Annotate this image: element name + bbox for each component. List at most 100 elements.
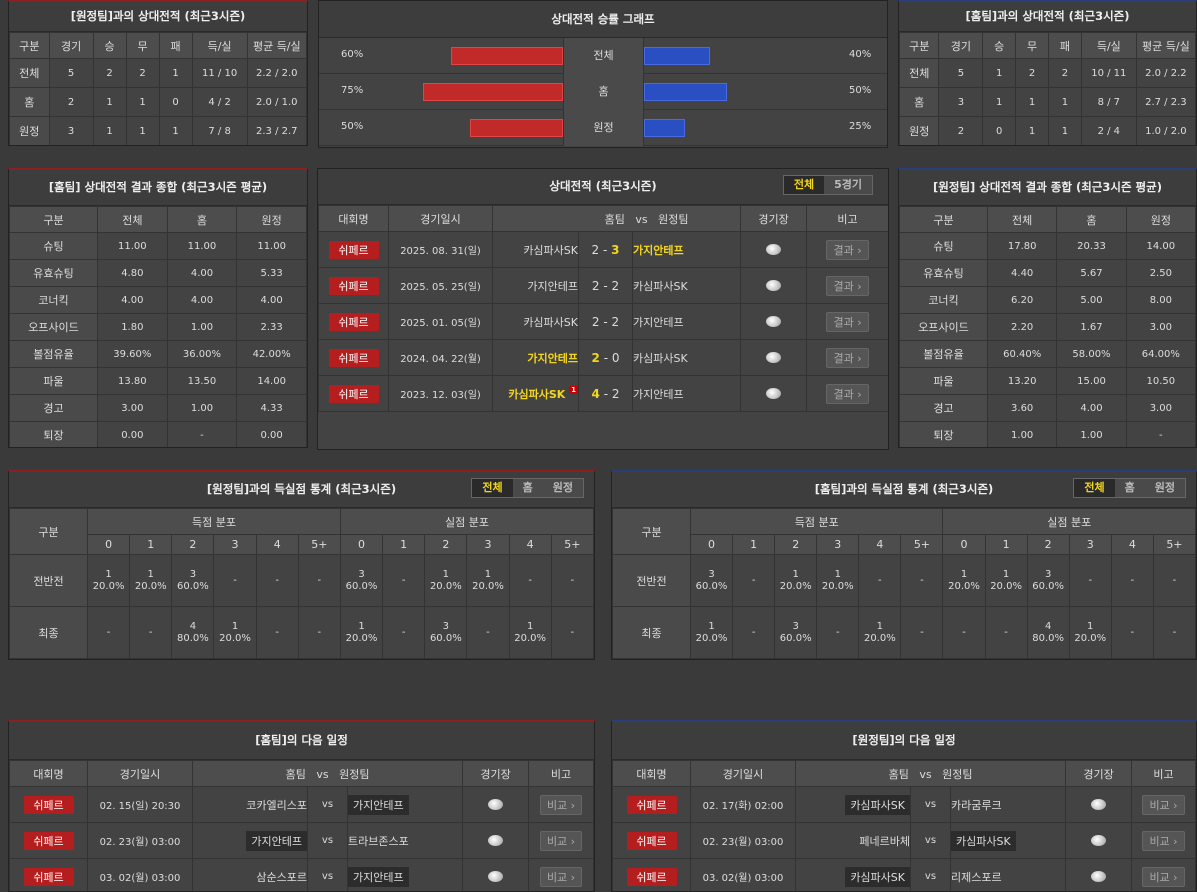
ball-icon[interactable] <box>1091 798 1107 810</box>
away-team: 트라브존스포 <box>346 822 464 859</box>
cell: 코너킥 <box>9 286 98 314</box>
score-cell: 2 - 2 <box>578 303 633 340</box>
col-header: 평균 득/실 <box>246 32 307 59</box>
result-button[interactable]: 결과 › <box>826 311 869 332</box>
tab-all[interactable]: 전체 <box>783 176 825 194</box>
cell: 17.80 <box>986 232 1058 260</box>
cell: 2 <box>938 116 984 145</box>
num-header: 2 <box>171 534 215 555</box>
col-header: 구분 <box>9 206 98 233</box>
cell: 퇴장 <box>899 421 988 447</box>
score-cell: 2 - 2 <box>578 267 633 304</box>
league-badge[interactable]: 쉬페르 <box>328 312 379 331</box>
league-badge[interactable]: 쉬페르 <box>328 276 379 295</box>
vs-cell: vs <box>910 786 951 823</box>
league-badge[interactable]: 쉬페르 <box>328 348 379 367</box>
league-badge[interactable]: 쉬페르 <box>23 795 74 814</box>
league-badge[interactable]: 쉬페르 <box>626 867 677 886</box>
num-header: 3 <box>213 534 257 555</box>
table-row: 볼점유율 60.40% 58.00% 64.00% <box>899 340 1196 368</box>
dist-cell: - <box>732 554 776 607</box>
ball-icon[interactable] <box>488 834 504 846</box>
home-next-panel: [홈팀]의 다음 일정 대회명 경기일시 홈팀 vs 원정팀 경기장 비고 쉬페르 02. … <box>8 720 595 892</box>
table-row: 경고 3.60 4.00 3.00 <box>899 394 1196 422</box>
league-badge[interactable]: 쉬페르 <box>328 384 379 403</box>
tab-all[interactable]: 전체 <box>472 479 513 497</box>
cell: 1.0 / 2.0 <box>1135 116 1196 145</box>
compare-button[interactable]: 비교 › <box>539 830 583 851</box>
ball-icon[interactable] <box>766 351 782 363</box>
ball-icon[interactable] <box>766 387 782 399</box>
table-row: 원정 2 0 1 1 2 / 4 1.0 / 2.0 <box>899 116 1196 145</box>
dist-cell: - <box>508 554 552 607</box>
tab-5-games[interactable]: 5경기 <box>834 178 862 191</box>
panel-title: [원정팀]의 다음 일정 <box>612 722 1196 760</box>
compare-button[interactable]: 비교 › <box>539 866 583 887</box>
cell: 4.40 <box>986 259 1058 287</box>
compare-button[interactable]: 비교 › <box>1142 830 1185 851</box>
cell: 홈 <box>899 87 940 117</box>
dist-cell: 1 20.0% <box>213 606 257 659</box>
tab-all[interactable]: 전체 <box>1074 479 1115 497</box>
compare-button[interactable]: 비교 › <box>1142 794 1185 815</box>
dist-cell: - <box>382 606 426 659</box>
result-button[interactable]: 결과 › <box>826 383 869 404</box>
col-header: 득/실 <box>1080 32 1137 59</box>
dist-cell: 1 20.0% <box>466 554 510 607</box>
col-header: 구분 <box>899 206 988 233</box>
vs-cell: vs <box>307 822 348 859</box>
cell: 11.00 <box>236 232 307 260</box>
cell: 1 <box>158 58 193 88</box>
ball-icon[interactable] <box>1091 870 1107 882</box>
cell: 1 <box>125 87 160 117</box>
league-badge[interactable]: 쉬페르 <box>23 831 74 850</box>
ball-icon[interactable] <box>488 798 504 810</box>
cell: 4.00 <box>1056 394 1127 422</box>
cell: 1 <box>982 87 1017 117</box>
compare-button[interactable]: 비교 › <box>539 794 583 815</box>
away-next-panel: [원정팀]의 다음 일정 대회명 경기일시 홈팀 vs 원정팀 경기장 비고 쉬페르 02.… <box>611 720 1197 892</box>
vs-cell: vs <box>307 786 348 823</box>
cell: 10.50 <box>1125 367 1196 395</box>
h2h-matches-panel: 상대전적 (최근3시즌) 전체 5경기 대회명 경기일시 홈팀 vs 원정팀 경기장 비… <box>317 168 889 450</box>
cell: 오프사이드 <box>9 313 98 341</box>
tab-away[interactable]: 원정 <box>1154 481 1175 494</box>
table-row: 코너킥 6.20 5.00 8.00 <box>899 286 1196 314</box>
ball-icon[interactable] <box>766 243 782 255</box>
compare-button[interactable]: 비교 › <box>1142 866 1185 887</box>
col-header: 경기일시 <box>690 760 796 787</box>
tab-home[interactable]: 홈 <box>522 481 533 494</box>
right-pct: 40% <box>849 49 872 60</box>
home-goals-table: 구분 득점 분포 실점 분포 0 1 2 3 4 5+ 0 1 2 3 4 5+ 전반전 3 60.0% -1 20.… <box>612 508 1196 659</box>
comp-cell: 쉬페르 <box>318 267 389 304</box>
result-button[interactable]: 결과 › <box>826 275 869 296</box>
league-badge[interactable]: 쉬페르 <box>626 795 677 814</box>
ball-icon[interactable] <box>488 870 504 882</box>
table-row: 전체 5 2 2 1 11 / 10 2.2 / 2.0 <box>9 58 307 88</box>
cell: 7 / 8 <box>191 116 248 145</box>
date-cell: 2024. 04. 22(월) <box>388 339 493 376</box>
result-button[interactable]: 결과 › <box>826 347 869 368</box>
tab-home[interactable]: 홈 <box>1124 481 1135 494</box>
note-cell: 비교 › <box>1131 858 1196 891</box>
cell: 1.00 <box>986 421 1058 447</box>
cell: 4.33 <box>236 394 307 422</box>
cell: 0.00 <box>97 421 168 447</box>
cell: 64.00% <box>1125 340 1196 368</box>
result-button[interactable]: 결과 › <box>826 239 869 260</box>
cell: 원정 <box>899 116 940 145</box>
col-header: 경기 <box>48 32 94 59</box>
cell: 2.7 / 2.3 <box>1135 87 1196 117</box>
table-row: 경고 3.00 1.00 4.33 <box>9 394 307 422</box>
cell: 1.00 <box>1056 421 1127 447</box>
league-badge[interactable]: 쉬페르 <box>626 831 677 850</box>
ball-icon[interactable] <box>1091 834 1107 846</box>
venue-cell <box>1065 786 1133 823</box>
league-badge[interactable]: 쉬페르 <box>23 867 74 886</box>
matches-title: 상대전적 (최근3시즌) <box>549 179 657 193</box>
league-badge[interactable]: 쉬페르 <box>328 240 379 259</box>
tab-away[interactable]: 원정 <box>552 481 573 494</box>
ball-icon[interactable] <box>766 279 782 291</box>
ball-icon[interactable] <box>766 315 782 327</box>
dist-cell: - <box>984 606 1028 659</box>
